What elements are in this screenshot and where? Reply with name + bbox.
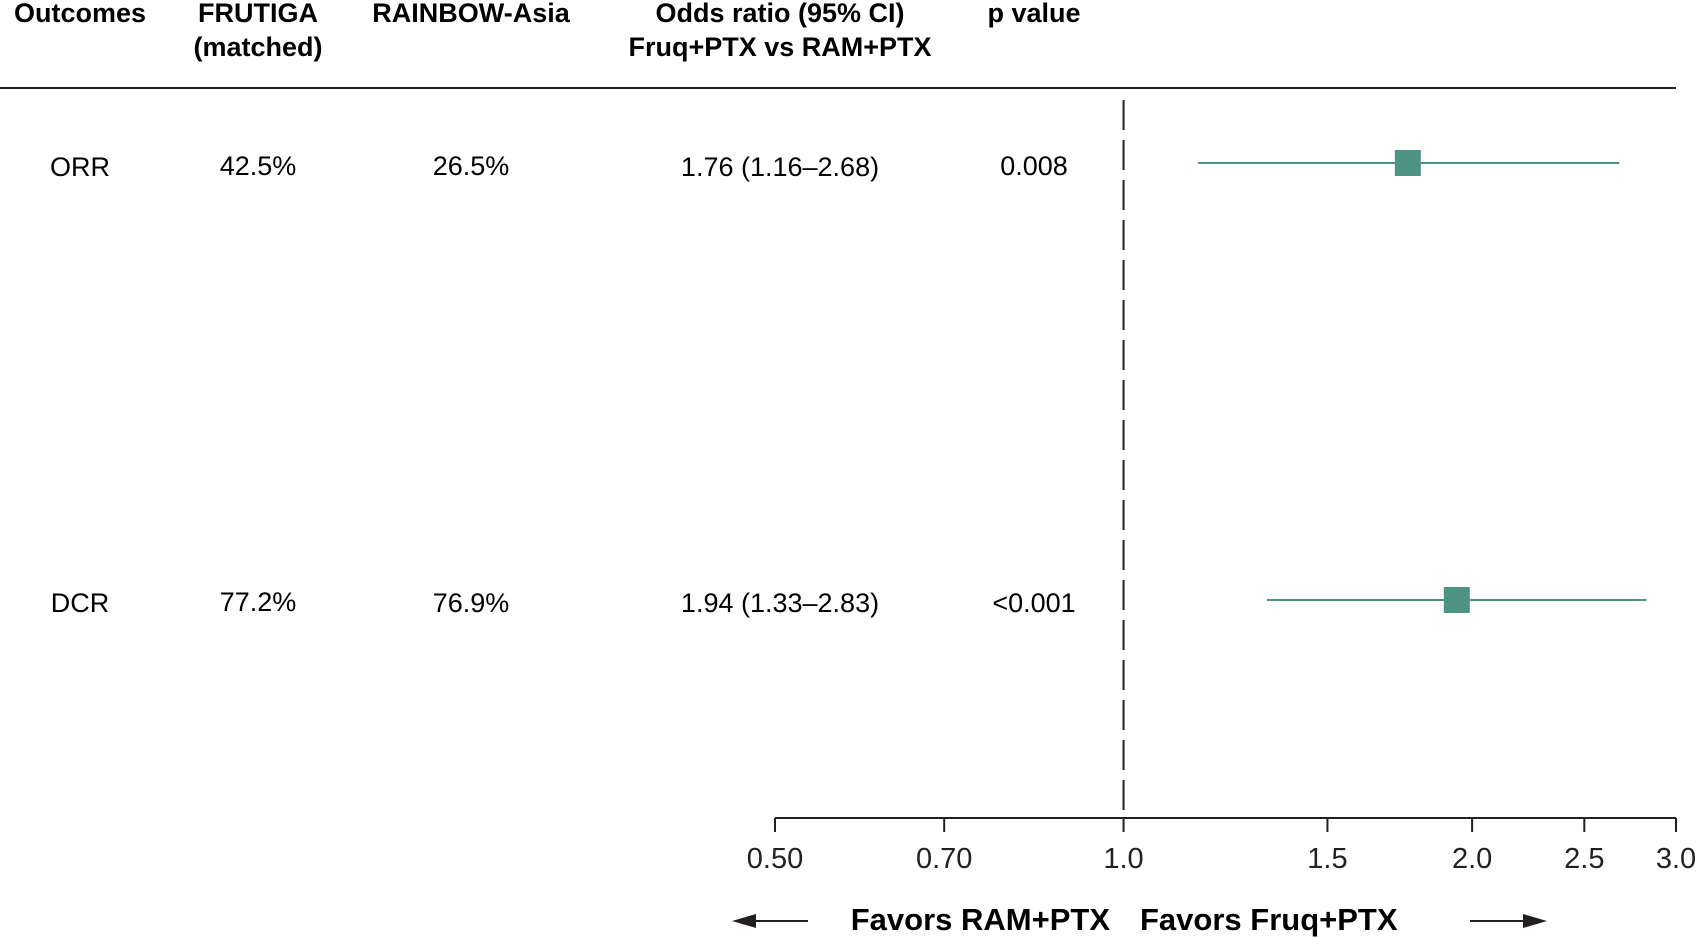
point-estimate-marker — [1443, 587, 1470, 613]
x-axis-tick-label: 3.0 — [1656, 843, 1696, 875]
ci-layer — [1198, 150, 1647, 613]
arrow-right-icon — [1470, 914, 1547, 928]
x-axis-tick-label: 2.5 — [1564, 843, 1604, 875]
header-odds-ratio-line2: Fruq+PTX vs RAM+PTX — [628, 32, 931, 62]
row-frutiga: 42.5% — [220, 151, 297, 181]
arrow-left-icon — [732, 914, 808, 928]
x-axis: 0.50 0.70 1.0 1.5 2.0 2.5 3.0 — [747, 817, 1696, 875]
header-p-value: p value — [987, 0, 1080, 28]
x-axis-tick-label: 2.0 — [1452, 843, 1492, 875]
row-p-value: 0.008 — [1000, 151, 1068, 181]
header-odds-ratio-line1: Odds ratio (95% CI) — [655, 0, 904, 28]
x-axis-tick-label: 1.0 — [1103, 843, 1143, 875]
header-frutiga-line1: FRUTIGA — [198, 0, 318, 28]
row-odds-ratio: 1.94 (1.33–2.83) — [681, 588, 879, 618]
header-rainbow: RAINBOW-Asia — [372, 0, 570, 28]
row-frutiga: 77.2% — [220, 587, 297, 617]
row-outcome: ORR — [50, 152, 110, 182]
x-axis-tick-label: 1.5 — [1307, 843, 1347, 875]
row-p-value: <0.001 — [992, 588, 1075, 618]
favors-right-label: Favors Fruq+PTX — [1140, 902, 1398, 937]
row-outcome: DCR — [51, 588, 110, 618]
point-estimate-marker — [1394, 150, 1421, 176]
header-outcomes: Outcomes — [14, 0, 146, 28]
x-axis-tick-label: 0.70 — [916, 843, 972, 875]
header-frutiga-line2: (matched) — [193, 32, 322, 62]
row-rainbow: 26.5% — [433, 151, 510, 181]
row-odds-ratio: 1.76 (1.16–2.68) — [681, 152, 879, 182]
x-axis-tick-label: 0.50 — [747, 843, 803, 875]
favors-left-label: Favors RAM+PTX — [851, 902, 1111, 937]
row-rainbow: 76.9% — [433, 588, 510, 618]
